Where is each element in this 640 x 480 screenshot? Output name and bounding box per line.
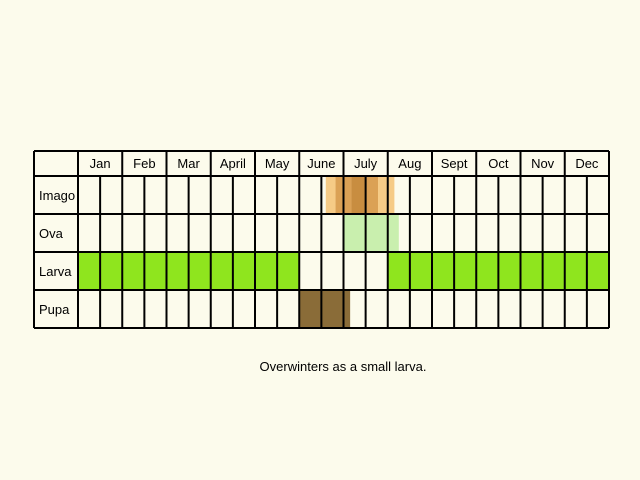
month-label-june: June — [307, 156, 335, 171]
month-label-aug: Aug — [398, 156, 421, 171]
month-label-sept: Sept — [441, 156, 468, 171]
month-label-dec: Dec — [575, 156, 599, 171]
ova-period-0 — [343, 215, 399, 251]
imago-period-0 — [325, 177, 336, 213]
month-label-apr: April — [220, 156, 246, 171]
stage-label-ova: Ova — [39, 226, 64, 241]
month-label-nov: Nov — [531, 156, 555, 171]
month-label-mar: Mar — [177, 156, 200, 171]
calendar-labels: Jan Feb Mar April May June July Aug Sept Oct Nov De… — [39, 156, 599, 317]
pupa-period-0 — [299, 291, 351, 327]
calendar-grid — [33, 150, 610, 329]
month-label-oct: Oct — [488, 156, 509, 171]
month-label-may: May — [265, 156, 290, 171]
imago-period-3 — [365, 177, 379, 213]
caption: Overwinters as a small larva. — [259, 359, 427, 374]
stage-label-imago: Imago — [39, 188, 75, 203]
stage-label-pupa: Pupa — [39, 302, 70, 317]
month-label-july: July — [354, 156, 378, 171]
month-label-feb: Feb — [133, 156, 155, 171]
stage-label-larva: Larva — [39, 264, 72, 279]
imago-period-4 — [378, 177, 395, 213]
imago-period-2 — [351, 177, 366, 213]
month-label-jan: Jan — [90, 156, 111, 171]
